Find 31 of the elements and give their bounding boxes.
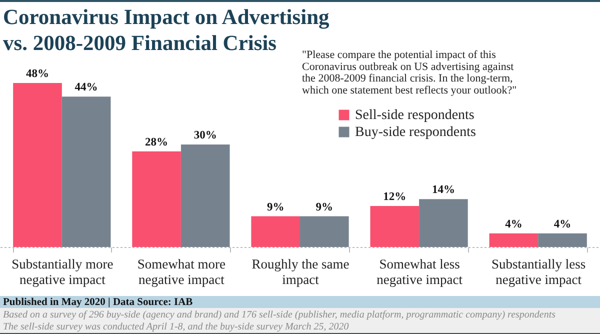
x-tick-label: Roughly the same impact [252, 256, 350, 287]
data-label: 9% [316, 201, 334, 214]
chart-subtitle: "Please compare the potential impact of this Coronavirus outbreak on US advertising against the 2008-2009 financial crisis. In the long-term, which one statement best reflects your outlook?" [302, 49, 517, 96]
data-label: 12% [383, 191, 406, 203]
bar [419, 199, 468, 247]
data-label: 4% [505, 218, 522, 230]
data-label: 14% [432, 184, 455, 196]
data-label: 28% [145, 136, 168, 148]
x-tick-label: Substantially more negative impact [12, 256, 114, 287]
data-label: 44% [74, 82, 98, 94]
bar [489, 233, 538, 247]
data-label: 30% [194, 130, 217, 142]
x-tick-label: Somewhat less negative impact [376, 256, 463, 287]
legend-label: Buy-side respondents [355, 125, 476, 140]
x-tick-label: Substantially less negative impact [492, 256, 586, 287]
bar [300, 216, 349, 247]
bar [13, 83, 62, 247]
bar [132, 151, 181, 247]
legend-label: Sell-side respondents [355, 108, 474, 123]
x-tick-label: Somewhat more negative impact [137, 256, 226, 287]
bar [251, 216, 300, 247]
data-label: 4% [554, 218, 572, 230]
bar [538, 233, 587, 247]
text: The sell-side survey was conducted April 1-8, and the buy-side survey March 25, 2020 [3, 322, 349, 332]
bar [62, 96, 111, 247]
text: Published in May 2020 | Data Source: IAB [3, 297, 193, 308]
data-label: 48% [26, 68, 49, 80]
bar [370, 206, 420, 247]
bar [180, 144, 230, 247]
text: Based on a survey of 296 buy-side (agency and brand) and 176 sell-side (publisher, media platform, programmatic company) respondents [3, 310, 556, 320]
data-label: 9% [266, 201, 284, 214]
